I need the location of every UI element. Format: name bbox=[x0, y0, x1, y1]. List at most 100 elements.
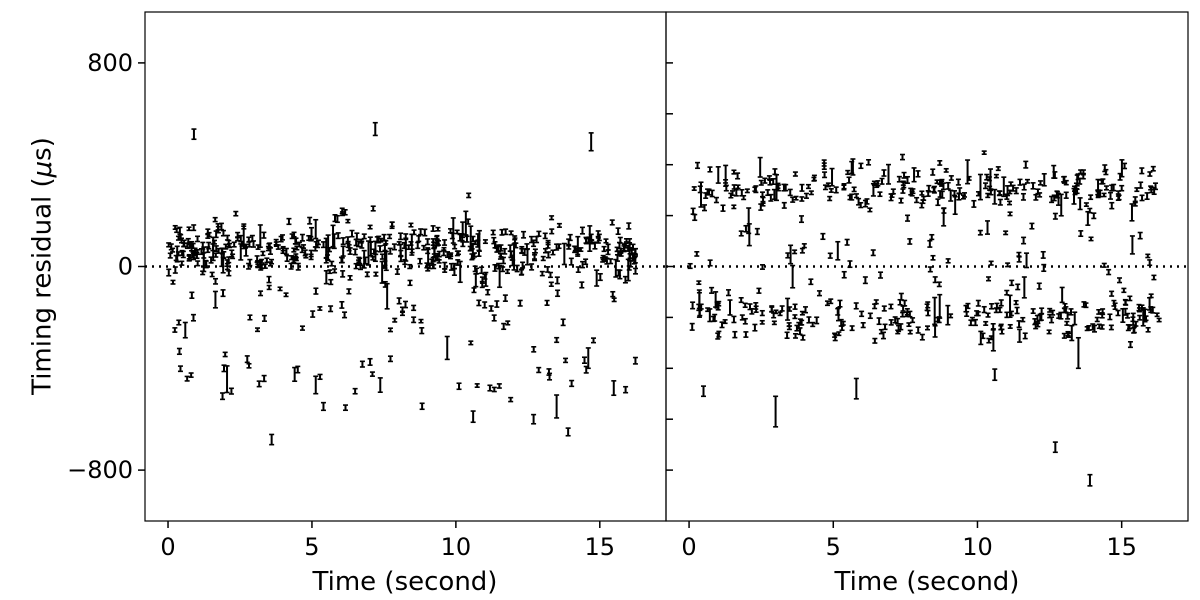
residual-point bbox=[1084, 325, 1090, 332]
residual-point bbox=[435, 226, 441, 232]
residual-point bbox=[186, 253, 192, 260]
residual-point bbox=[1037, 180, 1043, 186]
residual-point bbox=[783, 183, 789, 192]
x-tick-label: 10 bbox=[441, 533, 472, 561]
residual-point bbox=[849, 325, 855, 332]
residual-point bbox=[998, 323, 1004, 331]
residual-point bbox=[588, 233, 594, 241]
residual-point bbox=[1015, 283, 1021, 291]
residual-point bbox=[992, 188, 998, 205]
residual-point bbox=[434, 234, 440, 240]
residual-point bbox=[465, 218, 471, 225]
residual-point bbox=[851, 186, 857, 193]
residual-point bbox=[531, 346, 537, 353]
residual-point bbox=[568, 257, 574, 266]
residual-point bbox=[769, 306, 775, 313]
residual-point bbox=[382, 260, 388, 267]
residual-point bbox=[790, 196, 796, 203]
residual-point bbox=[456, 382, 462, 391]
residual-point bbox=[321, 241, 327, 249]
residual-point bbox=[754, 227, 760, 236]
residual-point bbox=[623, 385, 629, 394]
residual-point bbox=[1136, 307, 1142, 313]
residual-point bbox=[292, 366, 298, 383]
residual-point bbox=[1058, 193, 1064, 217]
residual-point bbox=[731, 204, 737, 210]
residual-point bbox=[1052, 441, 1058, 454]
residual-point bbox=[502, 247, 508, 255]
residual-point bbox=[961, 192, 967, 198]
residual-point bbox=[479, 266, 485, 275]
residual-point bbox=[329, 260, 335, 267]
residual-point bbox=[860, 322, 866, 329]
residual-point bbox=[806, 183, 812, 190]
residual-point bbox=[759, 191, 765, 198]
residual-point bbox=[1122, 298, 1128, 306]
residual-point bbox=[588, 132, 594, 152]
residual-point bbox=[448, 253, 454, 260]
residual-point bbox=[742, 302, 748, 309]
residual-point bbox=[172, 327, 178, 333]
residual-point bbox=[1021, 276, 1027, 299]
residual-point bbox=[694, 251, 700, 257]
residual-point bbox=[1120, 307, 1126, 323]
residual-point bbox=[920, 199, 926, 205]
residual-point bbox=[691, 186, 697, 191]
residual-point bbox=[1039, 307, 1045, 315]
residual-point bbox=[777, 311, 783, 317]
residual-point bbox=[919, 190, 925, 196]
residual-point bbox=[172, 224, 178, 230]
residual-point bbox=[845, 169, 851, 176]
residual-point bbox=[342, 208, 348, 216]
residual-point bbox=[517, 299, 523, 307]
residual-point bbox=[556, 243, 562, 250]
residual-point bbox=[349, 229, 355, 238]
residual-point bbox=[935, 316, 941, 323]
residual-point bbox=[988, 260, 994, 266]
residual-point bbox=[1144, 192, 1150, 201]
residual-point bbox=[224, 259, 230, 268]
residual-point bbox=[342, 311, 348, 319]
residual-point bbox=[1040, 250, 1046, 259]
residual-point bbox=[177, 365, 183, 373]
residual-point bbox=[983, 182, 989, 190]
residual-point bbox=[1047, 307, 1053, 313]
residual-point bbox=[427, 264, 433, 270]
residual-point bbox=[381, 233, 387, 242]
residual-point bbox=[347, 247, 353, 255]
residual-point bbox=[1052, 212, 1058, 220]
residual-point bbox=[1024, 252, 1030, 269]
residual-point bbox=[741, 194, 747, 201]
residual-point bbox=[627, 242, 633, 249]
residual-point bbox=[370, 255, 376, 261]
residual-point bbox=[1080, 169, 1086, 175]
residual-point bbox=[299, 233, 305, 242]
residual-point bbox=[948, 313, 954, 319]
residual-point bbox=[978, 330, 984, 346]
residual-point bbox=[1008, 310, 1014, 317]
residual-point bbox=[888, 193, 894, 202]
residual-point bbox=[501, 322, 507, 331]
residual-point bbox=[549, 215, 555, 221]
residual-point bbox=[738, 230, 744, 237]
residual-point bbox=[254, 255, 260, 263]
residual-point bbox=[531, 413, 537, 425]
residual-point bbox=[179, 260, 185, 266]
residual-point bbox=[785, 252, 791, 259]
residual-point bbox=[479, 280, 485, 289]
residual-point bbox=[560, 318, 566, 327]
residual-point bbox=[723, 179, 729, 184]
residual-point bbox=[184, 375, 190, 382]
y-tick-label: 0 bbox=[118, 253, 133, 281]
residual-point bbox=[166, 242, 172, 248]
residual-point bbox=[433, 254, 439, 262]
residual-point bbox=[742, 317, 748, 325]
residual-point bbox=[609, 219, 615, 226]
residual-point bbox=[1010, 184, 1016, 192]
residual-point bbox=[1101, 192, 1107, 198]
residual-point bbox=[519, 247, 525, 254]
residual-point bbox=[561, 242, 567, 266]
residual-point bbox=[872, 337, 878, 344]
residual-point bbox=[753, 302, 759, 310]
residual-point bbox=[1139, 194, 1145, 202]
